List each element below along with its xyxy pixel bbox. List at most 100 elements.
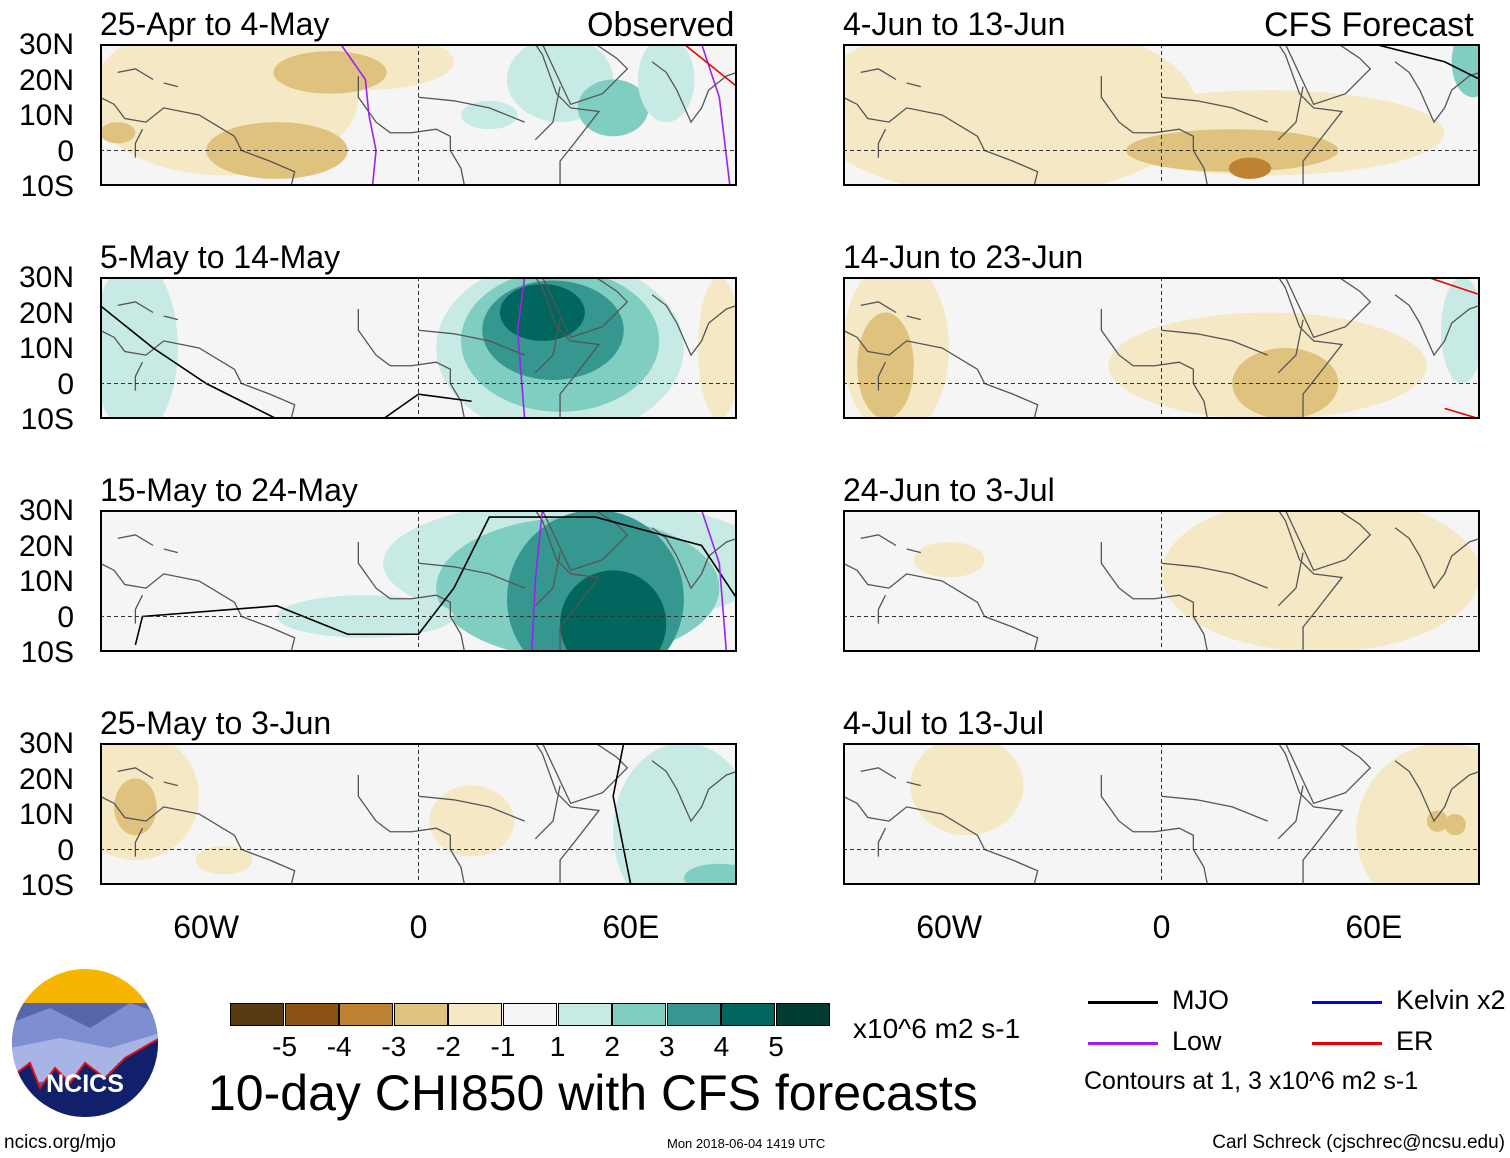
anomaly-region xyxy=(1161,512,1478,650)
svg-text:NCICS: NCICS xyxy=(46,1070,124,1098)
coastline xyxy=(117,68,154,81)
wave-contour xyxy=(516,279,526,417)
wave-contour xyxy=(531,512,543,650)
coastline xyxy=(1278,279,1344,417)
wave-contour xyxy=(134,516,735,646)
coastline xyxy=(542,745,629,805)
lat-tick-label: 30N xyxy=(18,28,74,61)
anomaly-region xyxy=(102,279,178,417)
coastline xyxy=(877,594,887,624)
colorbar-units: x10^6 m2 s-1 xyxy=(853,1013,1021,1044)
coastline xyxy=(1394,527,1478,590)
coastline xyxy=(357,774,465,883)
panel-title: 4-Jul to 13-Jul xyxy=(843,705,1044,741)
coastline xyxy=(651,294,735,357)
colorbar-label: 1 xyxy=(549,1031,566,1062)
colorbar-swatch xyxy=(612,1003,667,1026)
lat-tick-label: 20N xyxy=(18,762,74,796)
coastline xyxy=(542,46,629,106)
colorbar-label: 2 xyxy=(604,1031,620,1062)
coastline xyxy=(1161,96,1268,123)
map-panel xyxy=(843,510,1480,652)
colorbar-swatch xyxy=(230,1003,284,1026)
coastline xyxy=(418,562,525,589)
coastline xyxy=(535,512,601,650)
coastline xyxy=(163,82,179,88)
lat-tick-label: 10S xyxy=(20,869,74,902)
coastline xyxy=(845,563,1039,650)
anomaly-region xyxy=(1356,745,1478,883)
coastline xyxy=(1285,46,1372,106)
colorbar-swatch xyxy=(557,1003,612,1026)
lat-tick-label: 30N xyxy=(18,261,74,294)
coastline xyxy=(845,796,1039,883)
coastline xyxy=(877,128,887,158)
wave-contour xyxy=(701,512,728,650)
figure-title: 10-day CHI850 with CFS forecasts xyxy=(208,1065,978,1121)
coastline xyxy=(1394,294,1478,357)
anomaly-region xyxy=(613,745,735,883)
anomaly-region xyxy=(114,778,157,836)
map-panel xyxy=(843,277,1480,419)
coastline xyxy=(1100,75,1208,184)
colorbar-label: 4 xyxy=(713,1031,730,1062)
panel-title: 14-Jun to 23-Jun xyxy=(843,239,1084,275)
lon-tick-label: 60E xyxy=(1345,909,1403,945)
coastline xyxy=(357,541,465,650)
coastline xyxy=(1285,745,1372,805)
coastline xyxy=(1278,512,1344,650)
coastline xyxy=(134,827,144,857)
site-link[interactable]: ncics.org/mjo xyxy=(4,1132,116,1153)
lon-tick-label: 0 xyxy=(409,909,428,945)
coastline xyxy=(535,745,601,883)
coastline xyxy=(1277,319,1304,374)
coastline xyxy=(163,781,179,787)
lat-tick-label: 30N xyxy=(18,727,74,760)
coastline xyxy=(418,329,525,356)
coastline xyxy=(1277,552,1304,607)
panel-title: 15-May to 24-May xyxy=(100,472,358,508)
map-panel xyxy=(100,44,737,186)
legend-line xyxy=(1088,1042,1158,1045)
map-panel xyxy=(100,743,737,885)
coastline xyxy=(651,760,735,823)
anomaly-region xyxy=(102,122,136,144)
legend-line xyxy=(1312,1001,1382,1004)
lat-tick-label: 0 xyxy=(57,134,74,168)
coastline xyxy=(117,534,154,547)
timestamp: Mon 2018-06-04 1419 UTC xyxy=(667,1136,826,1151)
coastline xyxy=(117,767,154,780)
anomaly-region xyxy=(276,595,454,638)
colorbar-swatch xyxy=(721,1003,776,1026)
lon-tick-label: 60W xyxy=(173,909,240,945)
wave-contour xyxy=(1430,279,1478,295)
panel-title: 4-Jun to 13-Jun xyxy=(843,6,1066,42)
colorbar-swatch xyxy=(666,1003,721,1026)
coastline xyxy=(1100,774,1208,883)
colorbar-label: -2 xyxy=(435,1031,461,1062)
colorbar-label: -4 xyxy=(326,1031,352,1062)
anomaly-region xyxy=(195,845,253,875)
coastline xyxy=(860,534,897,547)
coastline xyxy=(163,548,179,554)
coastline xyxy=(102,97,296,184)
wave-contour xyxy=(701,46,731,184)
coastline xyxy=(418,795,525,822)
coastline xyxy=(134,594,144,624)
coastline xyxy=(534,785,561,840)
coastline xyxy=(1394,760,1478,823)
coastline xyxy=(1277,86,1304,141)
anomaly-region xyxy=(1228,157,1272,179)
map-panel xyxy=(843,743,1480,885)
coastline xyxy=(1285,512,1372,572)
legend-line xyxy=(1312,1042,1382,1045)
map-panel xyxy=(843,44,1480,186)
lon-tick-label: 60E xyxy=(602,909,660,945)
coastline xyxy=(534,319,561,374)
coastline xyxy=(877,827,887,857)
coastline xyxy=(535,46,601,184)
coastline xyxy=(534,552,561,607)
panel-title: 25-May to 3-Jun xyxy=(100,705,332,741)
anomaly-region xyxy=(273,51,387,94)
